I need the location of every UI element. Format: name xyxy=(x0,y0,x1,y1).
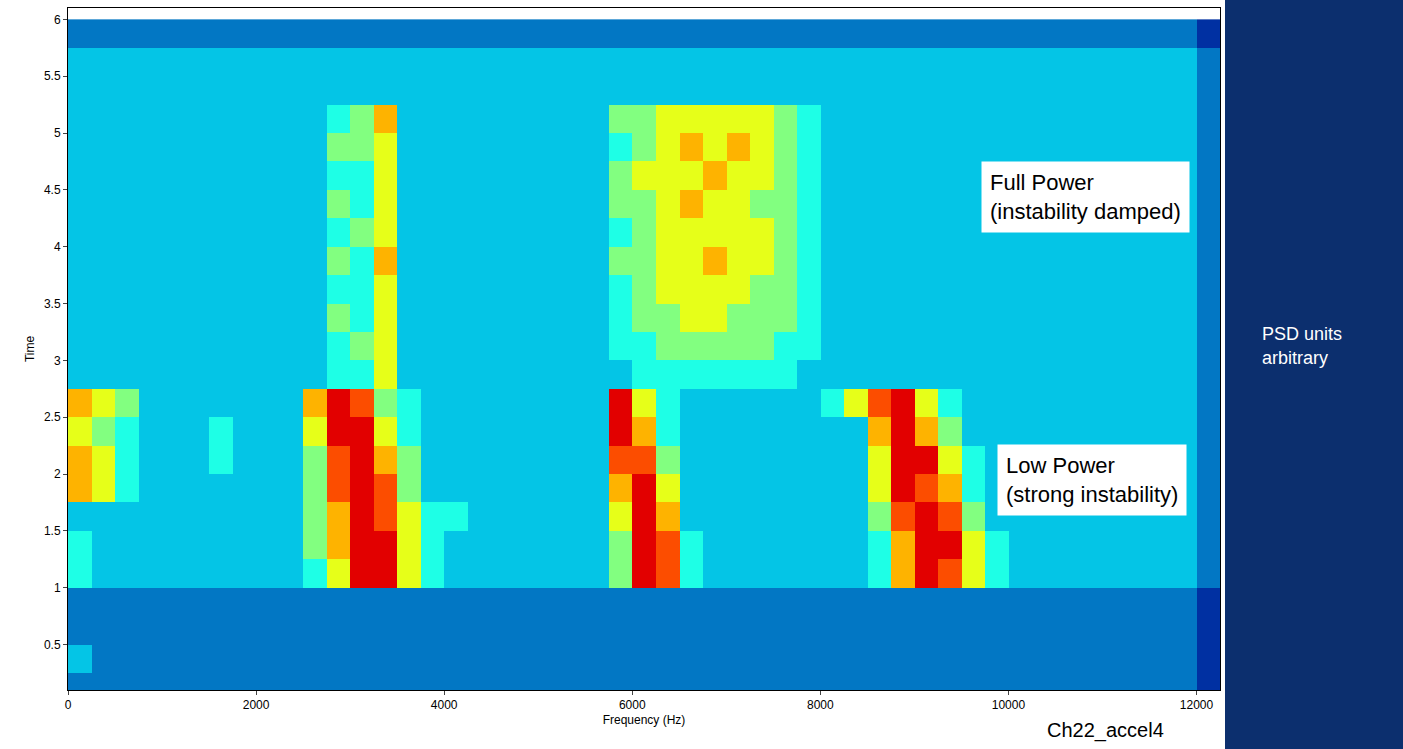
svg-text:Time: Time xyxy=(23,336,37,363)
svg-text:12000: 12000 xyxy=(1180,698,1214,712)
svg-text:1.5: 1.5 xyxy=(44,524,61,538)
svg-text:3.5: 3.5 xyxy=(44,297,61,311)
svg-text:10000: 10000 xyxy=(992,698,1026,712)
svg-text:Frequency (Hz): Frequency (Hz) xyxy=(603,713,686,727)
svg-text:3: 3 xyxy=(54,354,61,368)
html-text:PSD units arbitrary: PSD units arbitrary xyxy=(1262,324,1342,368)
svg-text:2.5: 2.5 xyxy=(44,410,61,424)
svg-text:6: 6 xyxy=(54,13,61,27)
svg-text:8000: 8000 xyxy=(807,698,834,712)
svg-text:6000: 6000 xyxy=(619,698,646,712)
svg-text:2000: 2000 xyxy=(243,698,270,712)
svg-text:5.5: 5.5 xyxy=(44,69,61,83)
svg-text:Low Power(strong instability): Low Power(strong instability) xyxy=(1006,453,1178,507)
svg-text:4: 4 xyxy=(54,240,61,254)
svg-text:4000: 4000 xyxy=(431,698,458,712)
svg-text:Ch22_accel4: Ch22_accel4 xyxy=(1047,719,1164,742)
svg-text:0.5: 0.5 xyxy=(44,638,61,652)
svg-text:4.5: 4.5 xyxy=(44,183,61,197)
svg-text:Full Power(instability damped): Full Power(instability damped) xyxy=(990,170,1181,224)
svg-text:5: 5 xyxy=(54,126,61,140)
svg-text:2: 2 xyxy=(54,467,61,481)
svg-text:1: 1 xyxy=(54,581,61,595)
svg-text:0: 0 xyxy=(65,698,72,712)
